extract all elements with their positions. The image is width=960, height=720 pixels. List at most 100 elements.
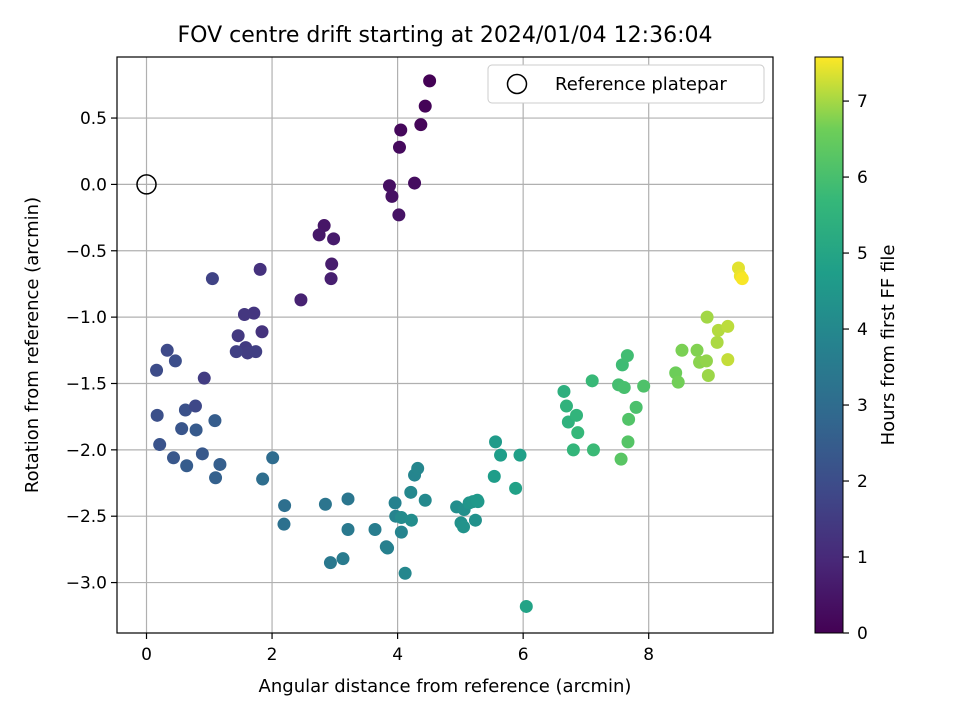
colorbar-tick-label: 5 — [857, 244, 868, 264]
data-point — [150, 408, 164, 422]
data-point — [294, 293, 308, 307]
data-point — [394, 511, 408, 525]
plot-area: 0 2 4 6 8 0.5 0.0 −0.5 −1.0 −1.5 −2.0 −2.5 −3.0 — [66, 56, 774, 665]
x-axis-ticks: 0 2 4 6 8 — [141, 633, 654, 665]
data-point — [368, 522, 382, 536]
data-point — [710, 335, 724, 349]
data-point — [213, 457, 227, 471]
x-tick-label: 0 — [141, 645, 152, 665]
data-point — [735, 272, 749, 286]
y-tick-label: −3.0 — [66, 574, 107, 594]
data-point — [277, 517, 291, 531]
data-point — [324, 272, 338, 286]
colorbar-label: Hours from first FF file — [878, 245, 899, 446]
data-point — [255, 325, 269, 339]
data-point — [414, 118, 428, 132]
data-point — [188, 399, 202, 413]
colorbar-tick-label: 4 — [857, 320, 868, 340]
plot-frame — [116, 56, 774, 634]
legend-box — [487, 64, 765, 104]
data-point — [208, 414, 222, 428]
data-point — [392, 208, 406, 222]
data-point — [513, 448, 527, 462]
data-point — [394, 525, 408, 539]
y-tick-label: −1.0 — [66, 308, 107, 328]
data-point — [622, 412, 636, 426]
reference-platepar-marker — [136, 174, 157, 195]
data-point — [166, 451, 180, 465]
data-point — [494, 448, 508, 462]
x-tick-label: 4 — [392, 645, 403, 665]
data-point — [629, 400, 643, 414]
data-point — [721, 353, 735, 367]
colorbar-tick-label: 3 — [857, 396, 868, 416]
x-axis-label: Angular distance from reference (arcmin) — [259, 676, 632, 697]
data-point — [341, 522, 355, 536]
data-point — [489, 435, 503, 449]
data-point — [675, 343, 689, 357]
data-point — [336, 552, 350, 566]
data-point — [168, 354, 182, 368]
data-point — [209, 471, 223, 485]
data-point — [571, 426, 585, 440]
data-point — [278, 499, 292, 513]
data-point — [189, 423, 203, 437]
data-point — [585, 374, 599, 388]
data-point — [229, 345, 243, 359]
data-point — [468, 513, 482, 527]
data-point — [470, 493, 484, 507]
data-point — [385, 189, 399, 203]
data-point — [699, 354, 713, 368]
data-point — [197, 371, 211, 385]
data-point — [509, 481, 523, 495]
y-axis-label: Rotation from reference (arcmin) — [22, 197, 43, 493]
data-point — [404, 513, 418, 527]
data-point — [620, 349, 634, 363]
data-point — [457, 520, 471, 534]
y-tick-label: −2.5 — [66, 507, 107, 527]
data-point — [237, 307, 251, 321]
data-point — [382, 179, 396, 193]
data-point — [614, 452, 628, 466]
legend: Reference platepar — [487, 64, 765, 104]
data-point — [160, 343, 174, 357]
data-point — [381, 541, 395, 555]
data-point — [586, 443, 600, 457]
colorbar-tick-label: 2 — [857, 472, 868, 492]
colorbar-tick-label: 6 — [857, 168, 868, 188]
data-point — [178, 403, 192, 417]
data-point — [418, 493, 432, 507]
data-point — [721, 319, 735, 333]
data-point — [195, 447, 209, 461]
legend-open-circle-icon — [506, 73, 528, 95]
data-point — [394, 123, 408, 137]
colorbar-gradient — [814, 56, 844, 634]
data-point — [325, 257, 339, 271]
data-point — [701, 369, 715, 383]
y-tick-label: −1.5 — [66, 374, 107, 394]
y-tick-label: −0.5 — [66, 242, 107, 262]
plot-background — [117, 57, 773, 633]
data-point — [404, 485, 418, 499]
x-tick-label: 6 — [518, 645, 529, 665]
data-point — [487, 469, 501, 483]
data-point — [700, 310, 714, 324]
data-point — [423, 74, 437, 88]
data-point — [559, 399, 573, 413]
data-point — [180, 459, 194, 473]
x-tick-label: 2 — [267, 645, 278, 665]
data-point — [341, 492, 355, 506]
legend-label: Reference platepar — [555, 74, 727, 95]
data-point — [231, 329, 245, 343]
data-point — [398, 566, 412, 580]
data-point — [253, 262, 267, 276]
data-point — [418, 99, 432, 113]
data-points — [150, 74, 749, 613]
data-point — [153, 438, 167, 452]
data-point — [175, 422, 189, 436]
colorbar-tick-label: 0 — [857, 624, 868, 644]
data-point — [318, 497, 332, 511]
colorbar-tick-label: 1 — [857, 548, 868, 568]
data-point — [323, 556, 337, 570]
data-point — [566, 443, 580, 457]
